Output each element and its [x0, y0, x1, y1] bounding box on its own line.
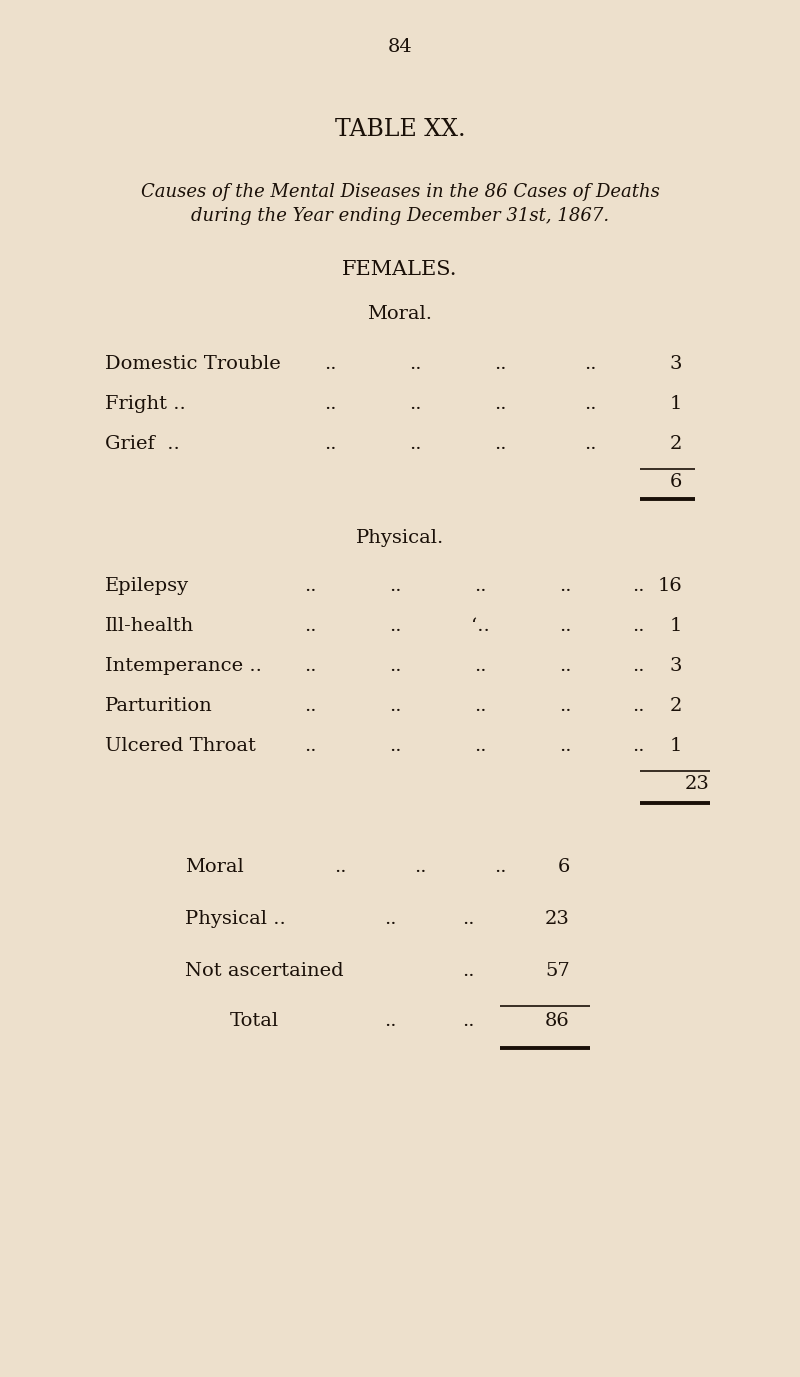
- Text: ..: ..: [389, 737, 402, 755]
- Text: ..: ..: [558, 737, 571, 755]
- Text: ..: ..: [389, 697, 402, 715]
- Text: ..: ..: [632, 657, 644, 675]
- Text: 16: 16: [658, 577, 682, 595]
- Text: Causes of the Mental Diseases in the 86 Cases of Deaths: Causes of the Mental Diseases in the 86 …: [141, 183, 659, 201]
- Text: 23: 23: [685, 775, 710, 793]
- Text: 3: 3: [670, 355, 682, 373]
- Text: ..: ..: [584, 435, 596, 453]
- Text: ..: ..: [409, 355, 422, 373]
- Text: ..: ..: [462, 963, 474, 980]
- Text: Grief  ..: Grief ..: [105, 435, 180, 453]
- Text: ..: ..: [304, 737, 316, 755]
- Text: 23: 23: [545, 910, 570, 928]
- Text: ..: ..: [409, 435, 422, 453]
- Text: ..: ..: [474, 657, 486, 675]
- Text: ..: ..: [474, 697, 486, 715]
- Text: ..: ..: [632, 577, 644, 595]
- Text: ..: ..: [304, 577, 316, 595]
- Text: ..: ..: [494, 355, 506, 373]
- Text: Moral: Moral: [185, 858, 244, 876]
- Text: ..: ..: [632, 737, 644, 755]
- Text: ..: ..: [584, 355, 596, 373]
- Text: ..: ..: [584, 395, 596, 413]
- Text: 1: 1: [670, 737, 682, 755]
- Text: Physical.: Physical.: [356, 529, 444, 547]
- Text: Ulcered Throat: Ulcered Throat: [105, 737, 256, 755]
- Text: Epilepsy: Epilepsy: [105, 577, 189, 595]
- Text: ‘..: ‘..: [470, 617, 490, 635]
- Text: ..: ..: [558, 617, 571, 635]
- Text: Fright ..: Fright ..: [105, 395, 186, 413]
- Text: ..: ..: [632, 697, 644, 715]
- Text: ..: ..: [389, 617, 402, 635]
- Text: 6: 6: [670, 474, 682, 492]
- Text: ..: ..: [389, 657, 402, 675]
- Text: ..: ..: [462, 1012, 474, 1030]
- Text: 1: 1: [670, 617, 682, 635]
- Text: ..: ..: [462, 910, 474, 928]
- Text: Not ascertained: Not ascertained: [185, 963, 344, 980]
- Text: ..: ..: [494, 858, 506, 876]
- Text: ..: ..: [389, 577, 402, 595]
- Text: 2: 2: [670, 697, 682, 715]
- Text: 86: 86: [546, 1012, 570, 1030]
- Text: 6: 6: [558, 858, 570, 876]
- Text: TABLE XX.: TABLE XX.: [334, 118, 466, 140]
- Text: ..: ..: [324, 395, 336, 413]
- Text: 1: 1: [670, 395, 682, 413]
- Text: Moral.: Moral.: [367, 304, 433, 324]
- Text: Physical ..: Physical ..: [185, 910, 286, 928]
- Text: 3: 3: [670, 657, 682, 675]
- Text: ..: ..: [474, 577, 486, 595]
- Text: Ill-health: Ill-health: [105, 617, 194, 635]
- Text: FEMALES.: FEMALES.: [342, 260, 458, 280]
- Text: ..: ..: [324, 355, 336, 373]
- Text: ..: ..: [632, 617, 644, 635]
- Text: ..: ..: [384, 910, 396, 928]
- Text: during the Year ending December 31st, 1867.: during the Year ending December 31st, 18…: [191, 207, 609, 224]
- Text: ..: ..: [414, 858, 426, 876]
- Text: ..: ..: [304, 697, 316, 715]
- Text: ..: ..: [558, 697, 571, 715]
- Text: 2: 2: [670, 435, 682, 453]
- Text: Domestic Trouble: Domestic Trouble: [105, 355, 281, 373]
- Text: Intemperance ..: Intemperance ..: [105, 657, 262, 675]
- Text: ..: ..: [304, 617, 316, 635]
- Text: ..: ..: [558, 577, 571, 595]
- Text: ..: ..: [474, 737, 486, 755]
- Text: ..: ..: [558, 657, 571, 675]
- Text: ..: ..: [494, 395, 506, 413]
- Text: ..: ..: [494, 435, 506, 453]
- Text: ..: ..: [409, 395, 422, 413]
- Text: ..: ..: [384, 1012, 396, 1030]
- Text: Parturition: Parturition: [105, 697, 213, 715]
- Text: ..: ..: [304, 657, 316, 675]
- Text: 84: 84: [388, 39, 412, 56]
- Text: ..: ..: [334, 858, 346, 876]
- Text: Total: Total: [230, 1012, 279, 1030]
- Text: 57: 57: [546, 963, 570, 980]
- Text: ..: ..: [324, 435, 336, 453]
